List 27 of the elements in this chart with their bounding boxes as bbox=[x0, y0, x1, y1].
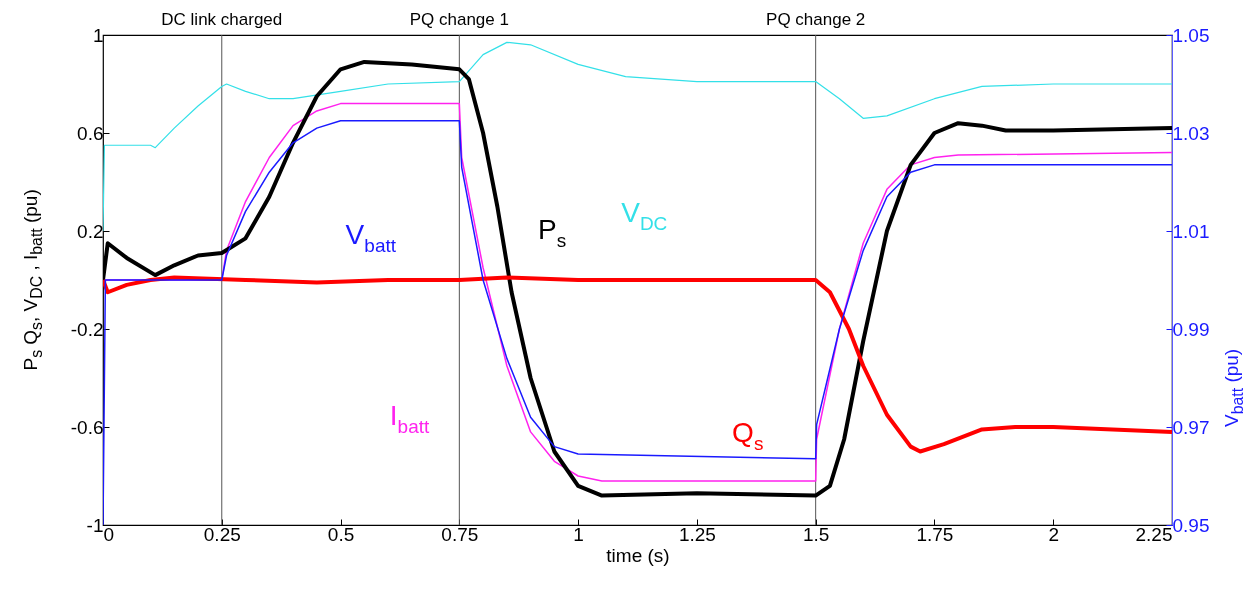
y2-tick-label: 1.01 bbox=[1172, 220, 1210, 242]
y-tick-label: -0.2 bbox=[70, 318, 104, 340]
x-tick-label: 0.5 bbox=[327, 523, 355, 545]
x-tick-label: 0.75 bbox=[441, 523, 479, 545]
x-tick-label: 1.75 bbox=[916, 523, 954, 545]
y-tick-label: 0.6 bbox=[77, 122, 104, 144]
x-tick-label: 2.25 bbox=[1135, 523, 1173, 545]
x-axis-title: time (s) bbox=[606, 544, 670, 566]
ref-line-label: PQ change 2 bbox=[766, 10, 866, 29]
x-tick-label: 2 bbox=[1048, 523, 1060, 545]
y-tick-label: 0.2 bbox=[77, 220, 104, 242]
x-tick-label: 0 bbox=[103, 523, 115, 545]
x-tick-label: 1.5 bbox=[802, 523, 830, 545]
line-series bbox=[103, 275, 1172, 454]
x-tick-label: 1 bbox=[573, 523, 584, 545]
x-tick-label: 1.25 bbox=[678, 523, 716, 545]
y2-tick-label: 0.95 bbox=[1172, 514, 1210, 536]
y2-tick-label: 1.03 bbox=[1172, 122, 1210, 144]
ref-line-label: PQ change 1 bbox=[409, 10, 509, 29]
x-tick-label: 0.25 bbox=[203, 523, 241, 545]
y-tick-label: -0.6 bbox=[70, 416, 104, 438]
y2-tick-label: 0.97 bbox=[1172, 416, 1210, 438]
y-tick-label: -1 bbox=[86, 514, 104, 536]
y2-tick-label: 1.05 bbox=[1172, 24, 1210, 46]
y2-tick-label: 0.99 bbox=[1172, 318, 1210, 340]
ref-line-label: DC link charged bbox=[161, 10, 283, 29]
y-tick-label: 1 bbox=[92, 24, 104, 46]
